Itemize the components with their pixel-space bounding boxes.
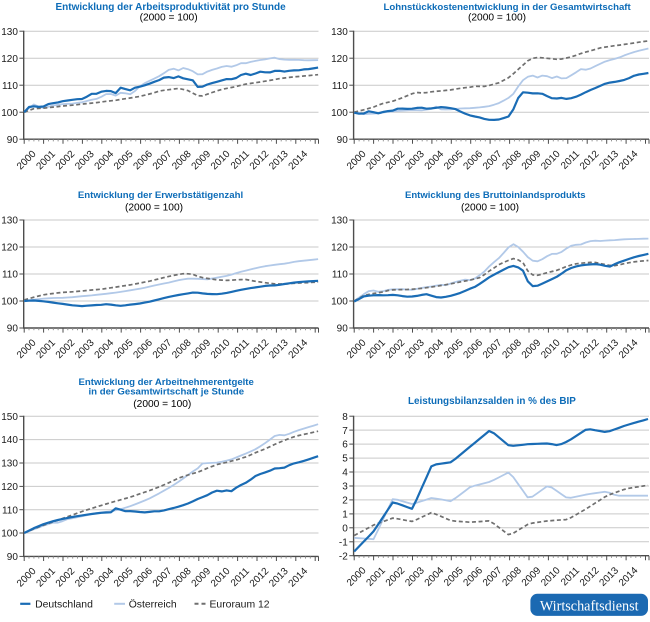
svg-text:130: 130 <box>1 216 18 227</box>
svg-text:1: 1 <box>342 510 348 521</box>
svg-text:130: 130 <box>331 216 348 227</box>
svg-text:120: 120 <box>1 54 18 65</box>
svg-text:130: 130 <box>1 27 18 38</box>
svg-text:Euroraum 12: Euroraum 12 <box>210 599 270 610</box>
svg-text:Entwicklung des Bruttoinlandsp: Entwicklung des Bruttoinlandsprodukts <box>405 190 586 201</box>
svg-text:150: 150 <box>1 412 18 423</box>
svg-text:90: 90 <box>7 324 19 335</box>
svg-text:Lohnstückkostenentwicklung in: Lohnstückkostenentwicklung in der Gesamt… <box>383 2 631 13</box>
svg-text:Deutschland: Deutschland <box>35 599 93 610</box>
svg-text:Entwicklung der Erwerbstätigen: Entwicklung der Erwerbstätigenzahl <box>78 190 243 201</box>
svg-text:Entwicklung der Arbeitsprodukt: Entwicklung der Arbeitsproduktivität pro… <box>55 2 286 13</box>
svg-text:4: 4 <box>342 468 348 479</box>
svg-text:90: 90 <box>337 135 349 146</box>
svg-text:Leistungsbilanzsalden in % des: Leistungsbilanzsalden in % des BIP <box>408 396 576 407</box>
svg-text:(2000 = 100): (2000 = 100) <box>140 13 198 24</box>
svg-text:6: 6 <box>342 440 348 451</box>
svg-text:120: 120 <box>331 54 348 65</box>
svg-text:8: 8 <box>342 412 348 423</box>
svg-text:90: 90 <box>337 324 349 335</box>
svg-text:(2000 = 100): (2000 = 100) <box>468 13 526 24</box>
svg-text:Wirtschaftsdienst: Wirtschaftsdienst <box>540 598 639 614</box>
svg-text:(2000 = 100): (2000 = 100) <box>125 202 183 213</box>
svg-text:3: 3 <box>342 482 348 493</box>
svg-text:90: 90 <box>7 552 19 563</box>
svg-text:100: 100 <box>331 297 348 308</box>
svg-text:90: 90 <box>7 135 19 146</box>
svg-text:2: 2 <box>342 496 348 507</box>
svg-text:Österreich: Österreich <box>129 598 177 610</box>
svg-text:5: 5 <box>342 454 348 465</box>
svg-text:100: 100 <box>1 108 18 119</box>
svg-text:100: 100 <box>1 529 18 540</box>
svg-text:100: 100 <box>331 108 348 119</box>
svg-text:-1: -1 <box>339 537 348 548</box>
svg-text:(2000 = 100): (2000 = 100) <box>461 202 519 213</box>
svg-text:110: 110 <box>2 505 18 516</box>
svg-text:110: 110 <box>332 81 348 92</box>
svg-text:100: 100 <box>1 297 18 308</box>
svg-text:130: 130 <box>1 459 18 470</box>
svg-text:110: 110 <box>2 270 18 281</box>
svg-text:130: 130 <box>331 27 348 38</box>
svg-text:110: 110 <box>332 270 348 281</box>
svg-text:7: 7 <box>342 426 348 437</box>
svg-text:120: 120 <box>1 243 18 254</box>
svg-text:140: 140 <box>1 435 18 446</box>
svg-text:(2000 = 100): (2000 = 100) <box>133 399 191 410</box>
svg-text:Entwicklung der Arbeitnehmeren: Entwicklung der Arbeitnehmerentgelte <box>79 377 254 388</box>
svg-text:120: 120 <box>331 243 348 254</box>
svg-text:-2: -2 <box>339 551 348 562</box>
svg-text:in der Gesamtwirtschaft je Stu: in der Gesamtwirtschaft je Stunde <box>88 386 244 397</box>
svg-text:120: 120 <box>1 482 18 493</box>
svg-text:110: 110 <box>2 81 18 92</box>
svg-text:0: 0 <box>342 523 348 534</box>
